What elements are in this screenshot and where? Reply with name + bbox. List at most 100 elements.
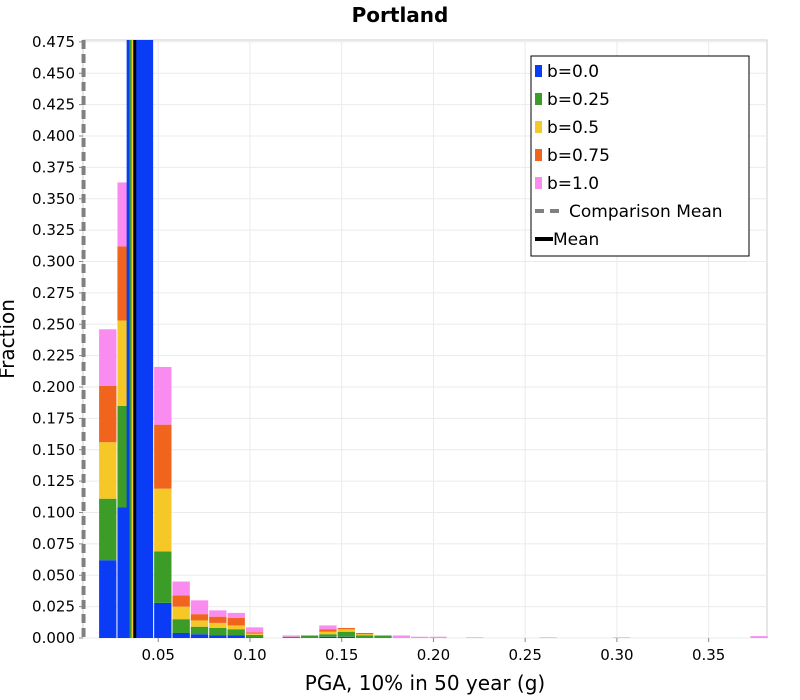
bar-segment-b-0-0	[135, 40, 154, 638]
bar-segment-b-0-25	[355, 635, 374, 638]
bar-segment-b-0-75	[172, 595, 190, 607]
y-tick-label: 0.350	[32, 190, 75, 208]
bar-segment-b-0-75	[337, 627, 355, 630]
legend-swatch	[535, 93, 542, 105]
y-tick-label: 0.200	[32, 378, 75, 396]
bar-segment-b-1-0	[190, 600, 209, 615]
bar-segment-b-0-0	[227, 635, 245, 638]
bar-segment-b-0-25	[99, 498, 117, 561]
bar-segment-b-0-0	[319, 636, 337, 638]
mean-lines	[81, 40, 137, 638]
histogram-bars	[99, 40, 768, 638]
y-tick-label: 0.225	[32, 347, 75, 365]
bar-segment-b-0-25	[319, 634, 337, 637]
bar-segment-b-0-75	[154, 424, 172, 489]
bar-segment-b-0-75	[209, 616, 227, 623]
bar-segment-b-1-0	[466, 637, 484, 638]
bar-segment-b-0-25	[209, 627, 227, 636]
bar-segment-b-0-75	[355, 632, 374, 635]
bar-segment-b-0-5	[337, 629, 355, 632]
bar-segment-b-0-5	[319, 631, 337, 635]
bar-segment-b-0-25	[337, 631, 355, 637]
y-tick-label: 0.050	[32, 566, 75, 584]
y-tick-label: 0.325	[32, 221, 75, 239]
legend: b=0.0 b=0.25 b=0.5 b=0.75 b=1.0 Comparison Me…	[530, 55, 750, 257]
bar-segment-b-0-5	[245, 633, 264, 635]
y-tick-label: 0.025	[32, 598, 75, 616]
y-tick-label: 0.275	[32, 284, 75, 302]
bar-segment-b-1-0	[750, 636, 768, 638]
legend-swatch	[535, 65, 542, 77]
bar-segment-b-1-0	[319, 625, 337, 630]
bar-segment-b-0-75	[99, 385, 117, 443]
legend-label: b=0.75	[547, 146, 610, 166]
bar-segment-b-1-0	[411, 636, 429, 638]
bar-segment-b-1-0	[172, 581, 190, 596]
bar-segment-b-0-5	[190, 620, 209, 627]
bar-segment-b-0-25	[300, 635, 319, 638]
legend-swatch	[535, 149, 542, 161]
y-axis-label: Fraction	[0, 299, 19, 379]
legend-swatch	[535, 121, 542, 133]
legend-label: b=0.25	[547, 90, 610, 110]
y-tick-label: 0.150	[32, 441, 75, 459]
legend-box	[530, 55, 750, 257]
bar-segment-b-0-5	[154, 488, 172, 552]
bar-segment-b-0-0	[209, 635, 227, 638]
legend-label: Comparison Mean	[569, 202, 723, 222]
bar-segment-b-0-0	[190, 634, 209, 638]
bar-segment-b-0-75	[190, 614, 209, 621]
x-tick-label: 0.30	[600, 646, 633, 664]
legend-label: Mean	[553, 230, 599, 250]
x-axis: 0.05 0.10 0.15 0.20 0.25 0.30 0.35	[142, 638, 725, 664]
bar-segment-b-0-25	[190, 626, 209, 635]
grid-lines	[83, 40, 767, 639]
bar-segment-b-0-5	[209, 622, 227, 628]
bar-segment-b-0-5	[99, 442, 117, 499]
bar-segment-b-0-5	[227, 625, 245, 630]
bar-segment-b-1-0	[539, 637, 557, 638]
bar-segment-b-1-0	[282, 635, 300, 637]
bar-segment-b-0-5	[355, 634, 374, 636]
bar-segment-b-1-0	[392, 635, 411, 638]
x-tick-label: 0.15	[325, 646, 358, 664]
bar-segment-b-0-25	[245, 634, 264, 638]
bar-segment-b-0-75	[245, 632, 264, 634]
bar-segment-b-0-0	[99, 560, 117, 638]
chart-title: Portland	[352, 3, 449, 27]
y-tick-label: 0.175	[32, 409, 75, 427]
bar-segment-b-1-0	[154, 366, 172, 425]
bar-segment-b-0-75	[319, 629, 337, 632]
x-tick-label: 0.25	[508, 646, 541, 664]
y-tick-label: 0.400	[32, 127, 75, 145]
y-tick-label: 0.000	[32, 629, 75, 647]
y-tick-label: 0.450	[32, 64, 75, 82]
bar-segment-b-0-25	[172, 619, 190, 633]
bar-segment-b-0-25	[374, 635, 392, 638]
y-tick-label: 0.300	[32, 253, 75, 271]
y-axis: 0.000 0.025 0.050 0.075 0.100 0.125 0.150 0.175…	[32, 33, 83, 647]
bar-segment-b-0-0	[172, 632, 190, 638]
bar-segment-b-0-25	[154, 551, 172, 603]
x-tick-label: 0.05	[142, 646, 175, 664]
bar-segment-b-0-25	[227, 629, 245, 636]
bar-segment-b-1-0	[227, 612, 245, 618]
bar-segment-b-0-75	[227, 617, 245, 626]
bar-segment-b-1-0	[612, 637, 631, 638]
bar-segment-b-0-5	[172, 606, 190, 620]
bar-segment-b-0-0	[337, 636, 355, 638]
y-tick-label: 0.075	[32, 535, 75, 553]
y-tick-label: 0.125	[32, 472, 75, 490]
bar-segment-b-0-0	[245, 637, 264, 638]
y-tick-label: 0.100	[32, 504, 75, 522]
legend-label: b=1.0	[547, 174, 599, 194]
x-tick-label: 0.20	[417, 646, 450, 664]
y-tick-label: 0.475	[32, 33, 75, 51]
bar-segment-b-0-25	[282, 636, 300, 638]
bar-segment-b-1-0	[99, 329, 117, 386]
x-axis-label: PGA, 10% in 50 year (g)	[305, 671, 545, 695]
legend-swatch	[535, 177, 542, 189]
bar-segment-b-1-0	[209, 610, 227, 617]
bar-segment-b-1-0	[429, 636, 447, 638]
